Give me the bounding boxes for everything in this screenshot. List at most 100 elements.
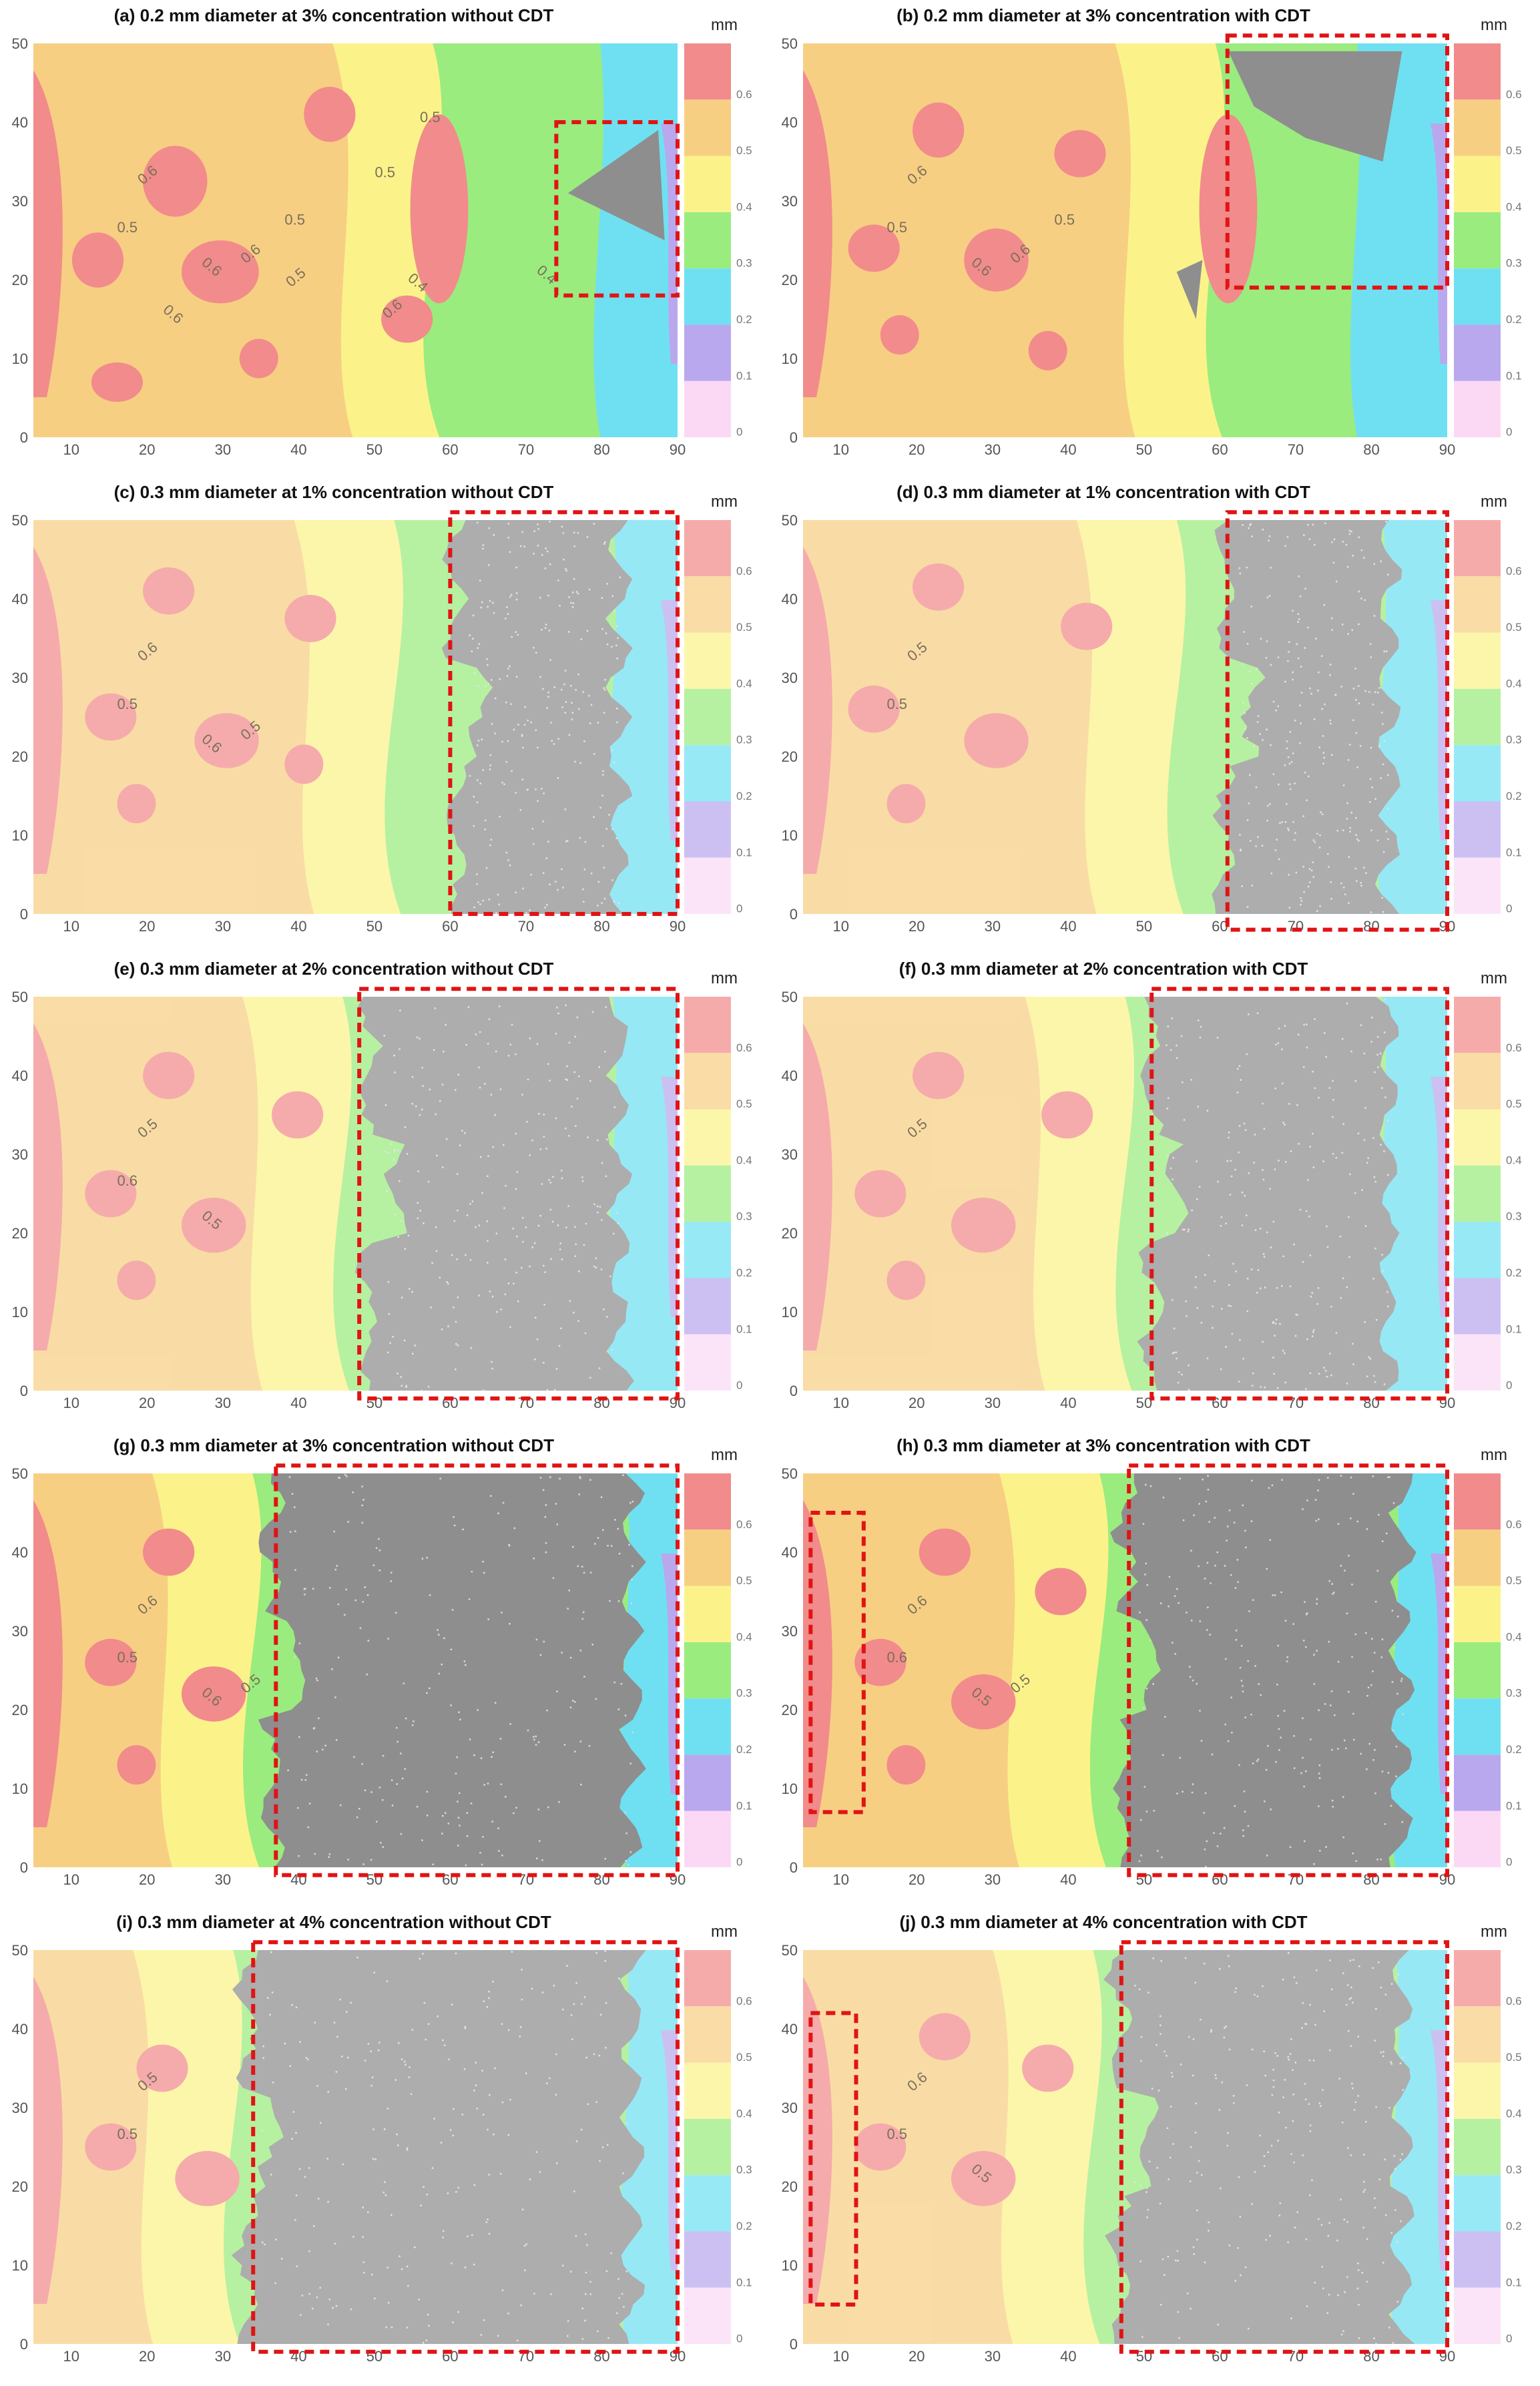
y-tick-label: 50 (782, 35, 798, 52)
high-blob (85, 1170, 137, 1218)
high-blob (239, 338, 278, 379)
y-tick-label: 0 (790, 1383, 798, 1399)
chart-title-c: (c) 0.3 mm diameter at 1% concentration … (113, 482, 554, 502)
edge-high-band (803, 1023, 832, 1351)
y-tick-label: 40 (12, 114, 28, 131)
y-tick-label: 50 (782, 512, 798, 529)
chart-svg-i: 0.50.510 20 30 40 50 60 70 80 90010203040500.60.… (12, 1923, 752, 2365)
colorbar-tick: 0.2 (736, 313, 752, 326)
contour-label: 0.5 (420, 109, 441, 126)
colorbar-tick: 0.4 (736, 1154, 752, 1166)
chart-title-a: (a) 0.2 mm diameter at 3% concentration … (113, 5, 554, 25)
x-tick-label: 10 (833, 2348, 849, 2365)
x-tick-label: 50 (366, 918, 382, 935)
heatmap-field (803, 43, 1447, 437)
y-tick-label: 40 (12, 1544, 28, 1561)
y-tick-label: 50 (12, 989, 28, 1005)
colorbar-segment (684, 2118, 731, 2176)
chart-svg-j: 0.60.50.510 20 30 40 50 60 70 80 90010203040500.… (782, 1923, 1522, 2365)
colorbar-tick: 0.2 (1506, 790, 1522, 802)
highlight-box (1127, 1463, 1449, 1877)
y-tick-label: 40 (12, 591, 28, 608)
x-tick-label: 30 (985, 441, 1001, 458)
high-blob (854, 2123, 907, 2171)
x-tick-label: 40 (1060, 1871, 1076, 1888)
high-blob (181, 1666, 246, 1722)
colorbar-segment (1454, 1698, 1501, 1755)
colorbar-tick: 0.3 (1506, 734, 1522, 746)
colorbar-tick: 0.3 (1506, 1210, 1522, 1223)
colorbar-tick: 0 (1506, 1856, 1512, 1869)
colorbar-tick: 0.2 (736, 1743, 752, 1756)
y-tick-label: 40 (782, 591, 798, 608)
x-tick-label: 30 (215, 1395, 231, 1411)
y-tick-label: 0 (790, 906, 798, 923)
colorbar-tick: 0.2 (1506, 2220, 1522, 2232)
y-tick-label: 20 (782, 748, 798, 765)
x-tick-label: 20 (139, 441, 155, 458)
colorbar-segment (1454, 1334, 1501, 1391)
damage-speckles (287, 1473, 634, 1867)
contour-label: 0.6 (886, 1649, 907, 1666)
x-tick-label: 60 (1212, 441, 1228, 458)
y-tick-label: 40 (782, 114, 798, 131)
high-blob (272, 1091, 324, 1139)
colorbar-segment (1454, 2062, 1501, 2119)
x-tick-label: 20 (139, 1395, 155, 1411)
colorbar-tick: 0.3 (1506, 2164, 1522, 2176)
high-blob (886, 1260, 926, 1300)
y-tick-label: 10 (12, 827, 28, 844)
colorbar-segment (684, 1053, 731, 1110)
chart-panel-d: (d) 0.3 mm diameter at 1% concentration … (770, 477, 1539, 953)
colorbar-segment (684, 688, 731, 746)
high-blob (913, 102, 965, 158)
chart-title-h: (h) 0.3 mm diameter at 3% concentration … (896, 1435, 1310, 1455)
colorbar-segment (684, 1811, 731, 1867)
chart-panel-b: (b) 0.2 mm diameter at 3% concentration … (770, 0, 1539, 477)
damage-region (258, 1473, 646, 1867)
high-blob (1035, 1568, 1087, 1616)
colorbar-segment (684, 2175, 731, 2232)
high-blob (136, 2044, 188, 2092)
contour-label: 0.5 (117, 696, 138, 712)
contour-label: 0.5 (117, 1649, 138, 1666)
colorbar-tick: 0.5 (736, 144, 752, 157)
heatmap-field (803, 1473, 1447, 1867)
colorbar-segment (684, 1165, 731, 1222)
colorbar-unit: mm (1481, 969, 1507, 987)
colorbar-segment (1454, 688, 1501, 746)
colorbar-tick: 0.2 (736, 790, 752, 802)
highlight-box (357, 987, 680, 1401)
colorbar-segment (1454, 1642, 1501, 1699)
y-tick-label: 0 (20, 1383, 28, 1399)
field-very-low-band (661, 2030, 678, 2271)
colorbar-segment (684, 268, 731, 325)
y-tick-label: 0 (790, 2336, 798, 2353)
colorbar-tick: 0.6 (736, 565, 752, 577)
high-blob (1028, 330, 1067, 371)
colorbar-segment (1454, 997, 1501, 1053)
x-tick-label: 10 (833, 441, 849, 458)
x-tick-label: 50 (1136, 1395, 1152, 1411)
colorbar-segment (1454, 1222, 1501, 1278)
colorbar-segment (1454, 1473, 1501, 1530)
colorbar-tick: 0.4 (736, 200, 752, 213)
x-tick-label: 30 (985, 918, 1001, 935)
colorbar-segment (684, 2062, 731, 2119)
x-tick-label: 20 (139, 2348, 155, 2365)
colorbar-segment (1454, 1529, 1501, 1586)
y-tick-label: 10 (12, 2257, 28, 2274)
highlight-box (1225, 33, 1449, 290)
high-blob (919, 1528, 971, 1576)
colorbar-unit: mm (711, 16, 738, 34)
field-very-low-band (1431, 1554, 1447, 1794)
x-tick-label: 40 (290, 441, 306, 458)
colorbar-tick: 0 (1506, 1379, 1512, 1392)
heatmap-field (33, 43, 678, 437)
damage-region (354, 997, 634, 1391)
highlight-box (808, 2011, 858, 2307)
chart-svg-g: 0.60.50.60.510 20 30 40 50 60 70 80 900102030405… (12, 1446, 752, 1888)
y-tick-label: 10 (782, 350, 798, 367)
high-blob (886, 784, 926, 824)
colorbar-segment (684, 324, 731, 381)
